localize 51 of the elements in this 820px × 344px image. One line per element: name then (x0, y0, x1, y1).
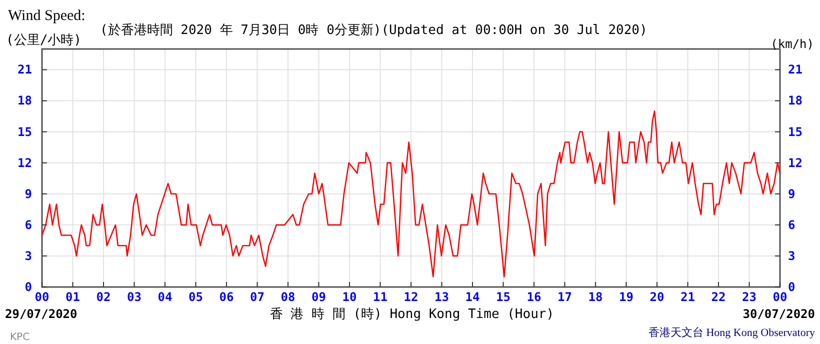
text: KPC (10, 332, 30, 343)
y2-tick-label: 15 (788, 124, 802, 139)
y-tick-label: 15 (18, 124, 32, 139)
y-tick-label: 0 (24, 280, 32, 294)
y2-tick-label: 18 (788, 94, 802, 108)
x-tick-label: 01 (66, 290, 80, 304)
text: 30/07/2020 (742, 307, 815, 321)
x-tick-label: 22 (711, 290, 726, 304)
y2-tick-label: 21 (788, 62, 802, 77)
x-axis-title: 香 港 時 間 (時) Hong Kong Time (Hour) (270, 307, 554, 322)
y2-tick-label: 3 (788, 248, 796, 263)
x-tick-label: 08 (280, 290, 296, 304)
y2-tick-label: 0 (788, 280, 796, 294)
x-tick-label: 14 (465, 290, 480, 304)
x-tick-label: 05 (188, 290, 203, 304)
y2-tick-label: 6 (788, 218, 796, 232)
x-tick-label: 21 (680, 290, 695, 304)
x-tick-label: 10 (342, 290, 357, 304)
x-tick-label: 00 (34, 290, 50, 304)
x-tick-label: 09 (312, 290, 326, 304)
line-series (41, 110, 781, 278)
x-tick-label: 17 (558, 290, 572, 304)
y-tick-label: 18 (18, 94, 32, 108)
y-axis-title: (公里/小時) (6, 33, 82, 48)
x-tick-label: 12 (404, 290, 418, 304)
x-tick-label: 07 (250, 290, 264, 304)
y2-tick-label: 12 (788, 156, 802, 170)
x-tick-label: 13 (434, 290, 449, 304)
x-tick-label: 11 (373, 290, 388, 304)
x-tick-label: 00 (772, 290, 788, 304)
x-tick-label: 20 (650, 290, 664, 304)
y-tick-label: 9 (24, 186, 32, 201)
chart-subtitle: (於香港時間 2020 年 7月30日 0時 0分更新)(Updated at 00:00H on 30 Jul 2020) (100, 23, 648, 38)
y-tick-label: 6 (24, 218, 32, 232)
text: 香港天文台 Hong Kong Observatory (648, 326, 816, 339)
text: 29/07/2020 (5, 307, 78, 321)
x-tick-label: 04 (158, 290, 172, 304)
y2-tick-label: 9 (788, 186, 796, 201)
y2-axis-title: (km/h) (770, 37, 814, 51)
x-tick-label: 02 (96, 290, 111, 304)
y-tick-label: 3 (24, 248, 32, 263)
x-tick-label: 19 (619, 290, 634, 304)
x-tick-label: 15 (496, 290, 510, 304)
x-tick-label: 06 (219, 290, 234, 304)
x-tick-label: 23 (742, 290, 756, 304)
y-tick-label: 21 (18, 62, 32, 77)
y-tick-label: 12 (18, 156, 32, 170)
x-tick-label: 16 (526, 290, 542, 304)
x-tick-label: 03 (127, 290, 142, 304)
x-tick-label: 18 (588, 290, 603, 304)
chart-title: Wind Speed: (8, 8, 86, 24)
